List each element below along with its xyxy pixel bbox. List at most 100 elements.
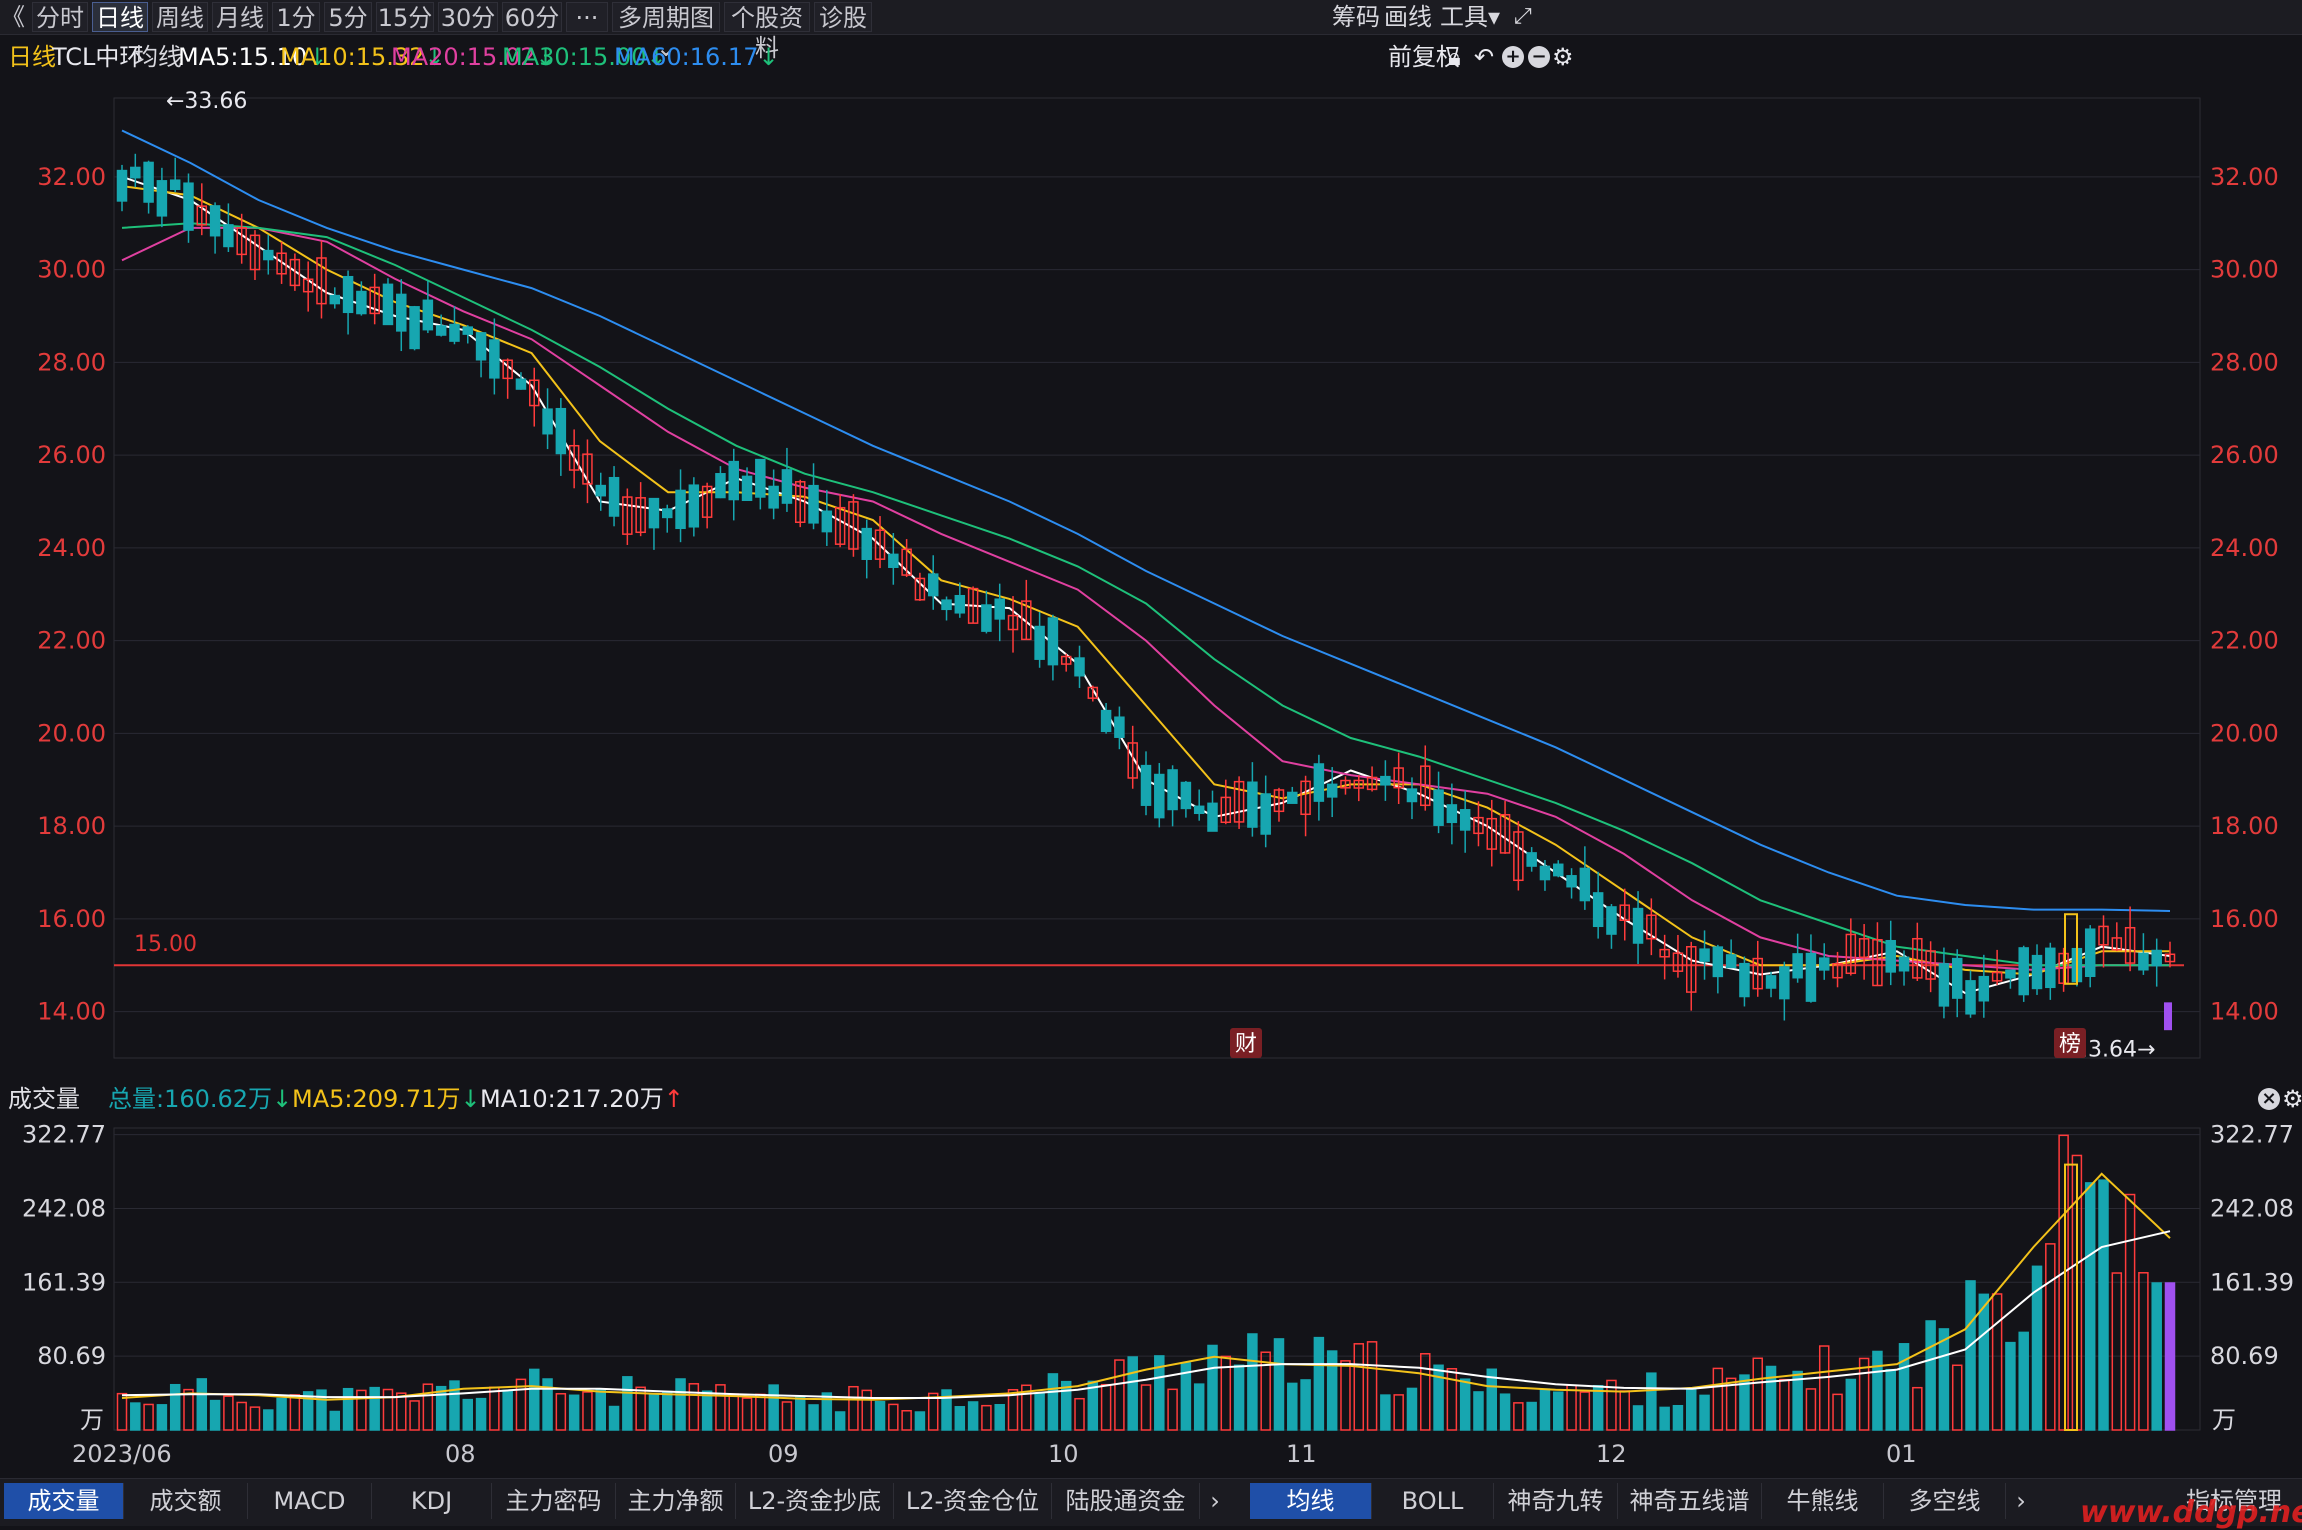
candle-body bbox=[515, 378, 527, 390]
tab-turnover[interactable]: 成交额 bbox=[124, 1483, 248, 1519]
x-label-09: 09 bbox=[768, 1440, 799, 1468]
volume-bar bbox=[2031, 1265, 2043, 1431]
settings-icon[interactable]: ⚙ bbox=[1552, 43, 1574, 71]
price-chart[interactable]: 32.00 32.00 30.00 30.00 28.00 28.00 26.00 26.00… bbox=[0, 76, 2302, 1076]
volume-bar bbox=[2058, 1134, 2069, 1431]
back-button[interactable]: 《 bbox=[1, 3, 25, 31]
tab-long-short[interactable]: 多空线 bbox=[1884, 1483, 2006, 1519]
volume-bar bbox=[1420, 1353, 1431, 1431]
period-tab-60min[interactable]: 60分 bbox=[502, 2, 562, 32]
candle-body bbox=[1765, 975, 1777, 989]
candle-body bbox=[1553, 863, 1564, 877]
ma-line-ma30 bbox=[121, 222, 2170, 967]
diagnose-button[interactable]: 诊股 bbox=[814, 2, 872, 32]
tab-boll[interactable]: BOLL bbox=[1372, 1483, 1494, 1519]
tab-l2-position[interactable]: L2-资金仓位 bbox=[894, 1483, 1052, 1519]
period-tab-monthly[interactable]: 月线 bbox=[212, 2, 268, 32]
candle-body bbox=[781, 469, 793, 504]
candle-body bbox=[954, 594, 966, 614]
line-type-label[interactable]: 均线 bbox=[134, 43, 182, 71]
more-periods-button[interactable]: ··· bbox=[566, 2, 608, 32]
volume-bar bbox=[1087, 1380, 1099, 1431]
candle-body bbox=[409, 306, 420, 350]
candle-body bbox=[263, 249, 274, 261]
volume-bar bbox=[994, 1404, 1005, 1431]
volume-bar bbox=[1473, 1391, 1484, 1431]
indicator-manage-button[interactable]: 指标管理 bbox=[2186, 1487, 2282, 1515]
price-tick-right: 22.00 bbox=[2210, 627, 2279, 655]
tab-northbound[interactable]: 陆股通资金 bbox=[1052, 1483, 1200, 1519]
volume-settings-icon[interactable]: ⚙ bbox=[2282, 1085, 2302, 1113]
volume-bar bbox=[2164, 1282, 2176, 1431]
candle-body bbox=[755, 458, 766, 498]
volume-bar bbox=[1872, 1350, 1883, 1431]
tab-bull-bear[interactable]: 牛熊线 bbox=[1762, 1483, 1884, 1519]
volume-bar bbox=[675, 1378, 686, 1431]
tab-main-force-code[interactable]: 主力密码 bbox=[492, 1483, 616, 1519]
chip-button[interactable]: 筹码 bbox=[1332, 3, 1380, 31]
period-tab-fenshi[interactable]: 分时 bbox=[32, 2, 88, 32]
tabs2-next-icon[interactable]: › bbox=[2016, 1487, 2026, 1515]
tab-magic-nine[interactable]: 神奇九转 bbox=[1494, 1483, 1618, 1519]
price-tick-left: 16.00 bbox=[37, 905, 106, 933]
candle-body bbox=[1220, 796, 1232, 824]
tools-dropdown[interactable]: 工具▾ bbox=[1440, 3, 1501, 31]
tab-volume[interactable]: 成交量 bbox=[4, 1483, 124, 1519]
candle-body bbox=[2111, 937, 2123, 951]
candle-body bbox=[794, 481, 806, 523]
event-marker-finance-bg bbox=[1230, 1028, 1262, 1058]
tab-main-force-net[interactable]: 主力净额 bbox=[616, 1483, 736, 1519]
candle-body bbox=[888, 553, 899, 568]
volume-bar bbox=[1619, 1390, 1631, 1431]
tabs-next-icon[interactable]: › bbox=[1210, 1487, 1220, 1515]
period-tab-1min[interactable]: 1分 bbox=[272, 2, 320, 32]
close-volume-icon[interactable]: × bbox=[2258, 1088, 2280, 1110]
volume-bar bbox=[2045, 1243, 2056, 1431]
undo-icon[interactable]: ↶ bbox=[1474, 43, 1495, 71]
volume-bar bbox=[1805, 1388, 1817, 1431]
volume-tick-left: 161.39 bbox=[22, 1268, 106, 1296]
add-icon[interactable]: + bbox=[1502, 46, 1524, 68]
volume-bar bbox=[914, 1411, 926, 1431]
tab-kdj[interactable]: KDJ bbox=[372, 1483, 492, 1519]
tab-ma[interactable]: 均线 bbox=[1250, 1483, 1372, 1519]
tab-macd[interactable]: MACD bbox=[248, 1483, 372, 1519]
volume-bar bbox=[1539, 1388, 1551, 1431]
candle-body bbox=[874, 529, 886, 560]
stock-profile-button[interactable]: 个股资料 bbox=[724, 2, 810, 62]
period-tab-30min[interactable]: 30分 bbox=[438, 2, 498, 32]
volume-bar bbox=[1406, 1387, 1418, 1431]
candle-body bbox=[1433, 789, 1444, 826]
volume-bar bbox=[582, 1391, 593, 1431]
volume-bar bbox=[568, 1394, 580, 1431]
candle-body bbox=[901, 548, 912, 576]
fullscreen-icon[interactable]: ⤢ bbox=[1514, 4, 1532, 29]
volume-bar bbox=[342, 1387, 354, 1431]
minus-icon[interactable]: − bbox=[1528, 46, 1550, 68]
period-tab-15min[interactable]: 15分 bbox=[376, 2, 434, 32]
lock-icon[interactable]: 🔒︎ bbox=[1448, 43, 1461, 71]
candle-body bbox=[209, 205, 221, 237]
volume-bar bbox=[1300, 1379, 1311, 1431]
volume-ma10: MA10:217.20万↑ bbox=[480, 1085, 684, 1113]
volume-bar bbox=[848, 1385, 859, 1431]
volume-bar bbox=[1167, 1388, 1178, 1431]
period-tab-daily[interactable]: 日线 bbox=[92, 2, 148, 32]
volume-bar bbox=[263, 1409, 274, 1431]
volume-bar bbox=[1765, 1365, 1777, 1431]
tab-magic-five[interactable]: 神奇五线谱 bbox=[1618, 1483, 1762, 1519]
volume-bar bbox=[981, 1404, 992, 1431]
period-tab-weekly[interactable]: 周线 bbox=[152, 2, 208, 32]
volume-bar bbox=[1699, 1394, 1710, 1431]
volume-chart[interactable]: 322.77 322.77 242.08 242.08 161.39 161.39 80.6… bbox=[0, 1116, 2302, 1438]
candle-body bbox=[1034, 625, 1045, 660]
candle-body bbox=[196, 205, 208, 226]
draw-button[interactable]: 画线 bbox=[1384, 3, 1432, 31]
reference-line-label: 15.00 bbox=[134, 932, 197, 957]
adjust-label[interactable]: 前复权 bbox=[1388, 43, 1460, 71]
multi-period-dropdown[interactable]: 多周期图 ⌄ bbox=[612, 2, 720, 62]
volume-bar bbox=[861, 1389, 872, 1431]
candle-body bbox=[1699, 948, 1710, 962]
period-tab-5min[interactable]: 5分 bbox=[324, 2, 372, 32]
tab-l2-bottom[interactable]: L2-资金抄底 bbox=[736, 1483, 894, 1519]
